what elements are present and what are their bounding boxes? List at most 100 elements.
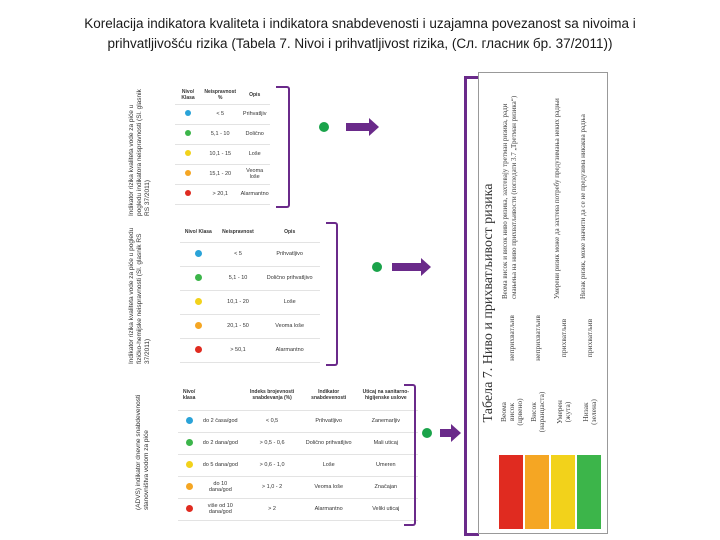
table1-desc: Prihvatljiv	[239, 104, 270, 125]
table2-value: < 5	[216, 242, 260, 267]
table3-index: > 2	[240, 498, 304, 521]
table3-header-level: Nivo/ klasa	[178, 380, 201, 411]
table1-value: 15,1 - 20	[201, 164, 240, 185]
table3-impact: Veliki uticaj	[353, 498, 418, 521]
table-row: < 5 Prihvatljiv	[175, 104, 270, 125]
table2-caption: Indikator rizika kvaliteta vode za piće …	[128, 227, 151, 364]
acceptability-label: неприхватљив	[507, 315, 516, 361]
acceptability-label: прихватљив	[585, 318, 594, 358]
orange-dot-icon	[185, 170, 192, 176]
table3-index: > 0,6 - 1,0	[240, 454, 304, 477]
arrow-right-icon	[440, 424, 461, 442]
table3-duration: do 10 dana/god	[200, 476, 241, 499]
table-row: do 2 dana/god > 0,5 - 0,6 Dolično prihva…	[178, 432, 418, 455]
table3-indicator: Prihvatljivo	[303, 410, 354, 433]
red-dot-icon	[185, 504, 193, 512]
level-label: Умерен (жута)	[555, 400, 572, 424]
table2-bracket	[326, 222, 338, 366]
table-row: do 2 časa/god < 0,5 Prihvatljivo Zanemar…	[178, 410, 418, 433]
table2-value: > 50,1	[216, 338, 260, 363]
arrow-right-icon	[346, 118, 379, 136]
yellow-dot-icon	[185, 150, 192, 156]
table-row: 10,1 - 15 Loše	[175, 144, 270, 165]
table3-impact: Umeren	[353, 454, 418, 477]
table3-index: > 0,5 - 0,6	[240, 432, 304, 455]
table3-indicator: Alarmantno	[303, 498, 354, 521]
serbian-table-7: Табела 7. Ниво и прихватљивост ризика Ве…	[478, 72, 608, 534]
table1-desc: Veoma loše	[239, 164, 270, 185]
table-row: > 20,1 Alarmantno	[175, 184, 270, 205]
table3-header-indicator: Indikator snabdevenosti	[303, 380, 354, 411]
green-dot-icon	[319, 122, 329, 132]
yellow-dot-icon	[194, 297, 202, 305]
blue-dot-icon	[185, 110, 192, 116]
table3-impact: Značajan	[353, 476, 418, 499]
table3: Nivo/ klasa Indeks brojevnosti snabdevan…	[178, 380, 418, 521]
table1-value: > 20,1	[201, 184, 240, 205]
orange-dot-icon	[194, 321, 202, 329]
table-row: do 10 dana/god > 1,0 - 2 Veoma loše Znač…	[178, 476, 418, 499]
table1-desc: Loše	[239, 144, 270, 165]
table2-desc: Veoma loše	[259, 314, 320, 339]
level-color-red	[499, 455, 523, 529]
blue-dot-icon	[194, 249, 202, 257]
table2-desc: Loše	[259, 290, 320, 315]
table2-desc: Alarmantno	[259, 338, 320, 363]
table2-header-value: Neispravnost	[216, 222, 260, 243]
table1-desc: Alarmantno	[239, 184, 270, 205]
table3-impact: Mali uticaj	[353, 432, 418, 455]
green-dot-icon	[185, 130, 192, 136]
green-dot-icon	[194, 273, 202, 281]
page-title: Korelacija indikatora kvaliteta i indika…	[40, 14, 680, 54]
risk-description-moderate: Умерени ризик може да захтева потребу пр…	[553, 98, 561, 299]
table1: Nivo/ Klasa Neispravnost % Opis < 5 Prih…	[175, 86, 270, 205]
table3-header-duration	[200, 380, 241, 411]
acceptability-label: неприхватљив	[533, 315, 542, 361]
title-line-2: prihvatljivošću rizika (Tabela 7. Nivoi …	[107, 36, 613, 51]
red-dot-icon	[185, 190, 192, 196]
table3-caption: (ADVS) indikator dnevne snabdevenosti st…	[135, 394, 150, 510]
table2: Nivo/ Klasa Neispravnost Opis < 5 Prihva…	[180, 222, 320, 363]
table-row: 20,1 - 50 Veoma loše	[180, 314, 320, 339]
table2-value: 10,1 - 20	[216, 290, 260, 315]
risk-description-low: Низак ризик, може значити да се не преду…	[579, 114, 587, 299]
orange-dot-icon	[185, 482, 193, 490]
table3-duration: do 2 dana/god	[200, 432, 241, 455]
level-label: Веома висок (црвено)	[499, 398, 524, 426]
table2-desc: Prihvatljivo	[259, 242, 320, 267]
risk-description-high: Веома висок и висок ниво ризика, захтева…	[501, 95, 518, 299]
level-color-orange	[525, 455, 549, 529]
table1-header-level: Nivo/ Klasa	[175, 86, 202, 105]
arrow-right-icon	[392, 258, 431, 276]
table-row: > 50,1 Alarmantno	[180, 338, 320, 363]
table-row: 5,1 - 10 Dolično	[175, 124, 270, 145]
green-dot-icon	[372, 262, 382, 272]
table-row: 15,1 - 20 Veoma loše	[175, 164, 270, 185]
acceptability-label: прихватљив	[559, 318, 568, 358]
table-row: do 5 dana/god > 0,6 - 1,0 Loše Umeren	[178, 454, 418, 477]
red-dot-icon	[194, 345, 202, 353]
level-color-green	[577, 455, 601, 529]
level-color-yellow	[551, 455, 575, 529]
table2-value: 20,1 - 50	[216, 314, 260, 339]
green-dot-icon	[185, 438, 193, 446]
table-row: više od 10 dana/god > 2 Alarmantno Velik…	[178, 498, 418, 521]
table3-indicator: Dolično prihvatljivo	[303, 432, 354, 455]
table-row: < 5 Prihvatljivo	[180, 242, 320, 267]
table1-value: 5,1 - 10	[201, 124, 240, 145]
table1-value: < 5	[201, 104, 240, 125]
table1-caption: Indikator rizika kvaliteta vode za piće …	[128, 89, 151, 216]
table2-value: 5,1 - 10	[216, 266, 260, 291]
table-row: 5,1 - 10 Dolično prihvatljivo	[180, 266, 320, 291]
table-row: 10,1 - 20 Loše	[180, 290, 320, 315]
table3-impact: Zanemarljiv	[353, 410, 418, 433]
table3-duration: do 5 dana/god	[200, 454, 241, 477]
table1-header-value: Neispravnost %	[201, 86, 240, 105]
table3-duration: više od 10 dana/god	[200, 498, 241, 521]
table2-desc: Dolično prihvatljivo	[259, 266, 320, 291]
table2-header-level: Nivo/ Klasa	[180, 222, 217, 243]
table1-value: 10,1 - 15	[201, 144, 240, 165]
table3-index: > 1,0 - 2	[240, 476, 304, 499]
green-dot-icon	[422, 428, 432, 438]
table3-index: < 0,5	[240, 410, 304, 433]
